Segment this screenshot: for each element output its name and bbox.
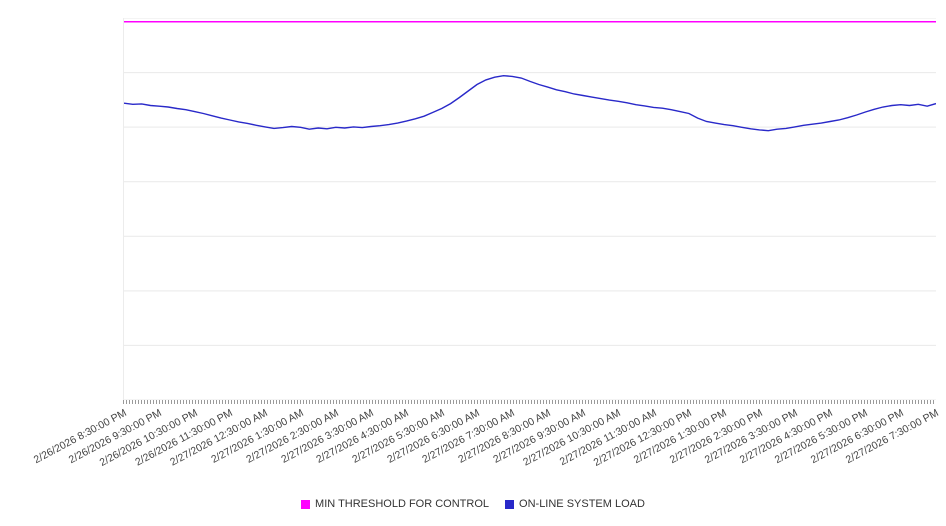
legend-item-threshold[interactable]: MIN THRESHOLD FOR CONTROL	[301, 498, 489, 510]
x-axis-label: 2/27/2026 1:30:00 PM	[631, 407, 729, 467]
x-axis-label: 2/26/2026 11:30:00 PM	[133, 407, 235, 469]
x-axis-label: 2/26/2026 10:30:00 PM	[97, 407, 200, 469]
x-axis-label: 2/27/2026 4:30:00 AM	[314, 407, 412, 466]
legend-swatch-load-icon	[505, 499, 515, 509]
x-axis-label: 2/27/2026 3:30:00 AM	[279, 407, 376, 466]
legend-item-load[interactable]: ON-LINE SYSTEM LOAD	[505, 498, 645, 510]
legend: MIN THRESHOLD FOR CONTROL ON-LINE SYSTEM…	[0, 498, 946, 510]
x-axis-label: 2/27/2026 11:30:00 AM	[557, 407, 659, 469]
x-axis-label: 2/27/2026 9:30:00 AM	[491, 407, 588, 466]
x-axis-label: 2/27/2026 2:30:00 AM	[244, 407, 341, 466]
x-axis-label: 2/27/2026 8:30:00 AM	[455, 407, 553, 466]
x-axis-label: 2/27/2026 7:30:00 PM	[843, 407, 941, 467]
x-axis-label: 2/26/2026 9:30:00 PM	[67, 407, 164, 467]
x-axis-label: 2/27/2026 6:30:00 PM	[808, 407, 906, 467]
x-axis-label: 2/27/2026 4:30:00 PM	[737, 407, 835, 467]
x-axis-label: 2/27/2026 6:30:00 AM	[385, 407, 482, 466]
x-axis-label: 2/27/2026 3:30:00 PM	[702, 407, 800, 467]
x-axis-label: 2/27/2026 12:30:00 PM	[591, 407, 694, 469]
line-chart-svg	[124, 18, 936, 400]
x-axis-label: 2/27/2026 1:30:00 AM	[208, 407, 306, 466]
x-axis-label: 2/26/2026 8:30:00 PM	[31, 407, 129, 467]
x-axis-label: 2/27/2026 2:30:00 PM	[667, 407, 765, 467]
legend-swatch-threshold-icon	[301, 499, 311, 509]
legend-label-load: ON-LINE SYSTEM LOAD	[519, 498, 645, 510]
x-axis-label: 2/27/2026 7:30:00 AM	[420, 407, 517, 466]
x-axis-label: 2/27/2026 5:30:00 PM	[773, 407, 871, 467]
x-axis-label: 2/27/2026 12:30:00 AM	[168, 407, 270, 469]
x-axis-label: 2/27/2026 10:30:00 AM	[521, 407, 623, 469]
plot-area	[123, 18, 936, 400]
x-axis-tick-strip	[123, 400, 935, 404]
x-axis-label: 2/27/2026 5:30:00 AM	[349, 407, 447, 466]
legend-label-threshold: MIN THRESHOLD FOR CONTROL	[315, 498, 490, 510]
